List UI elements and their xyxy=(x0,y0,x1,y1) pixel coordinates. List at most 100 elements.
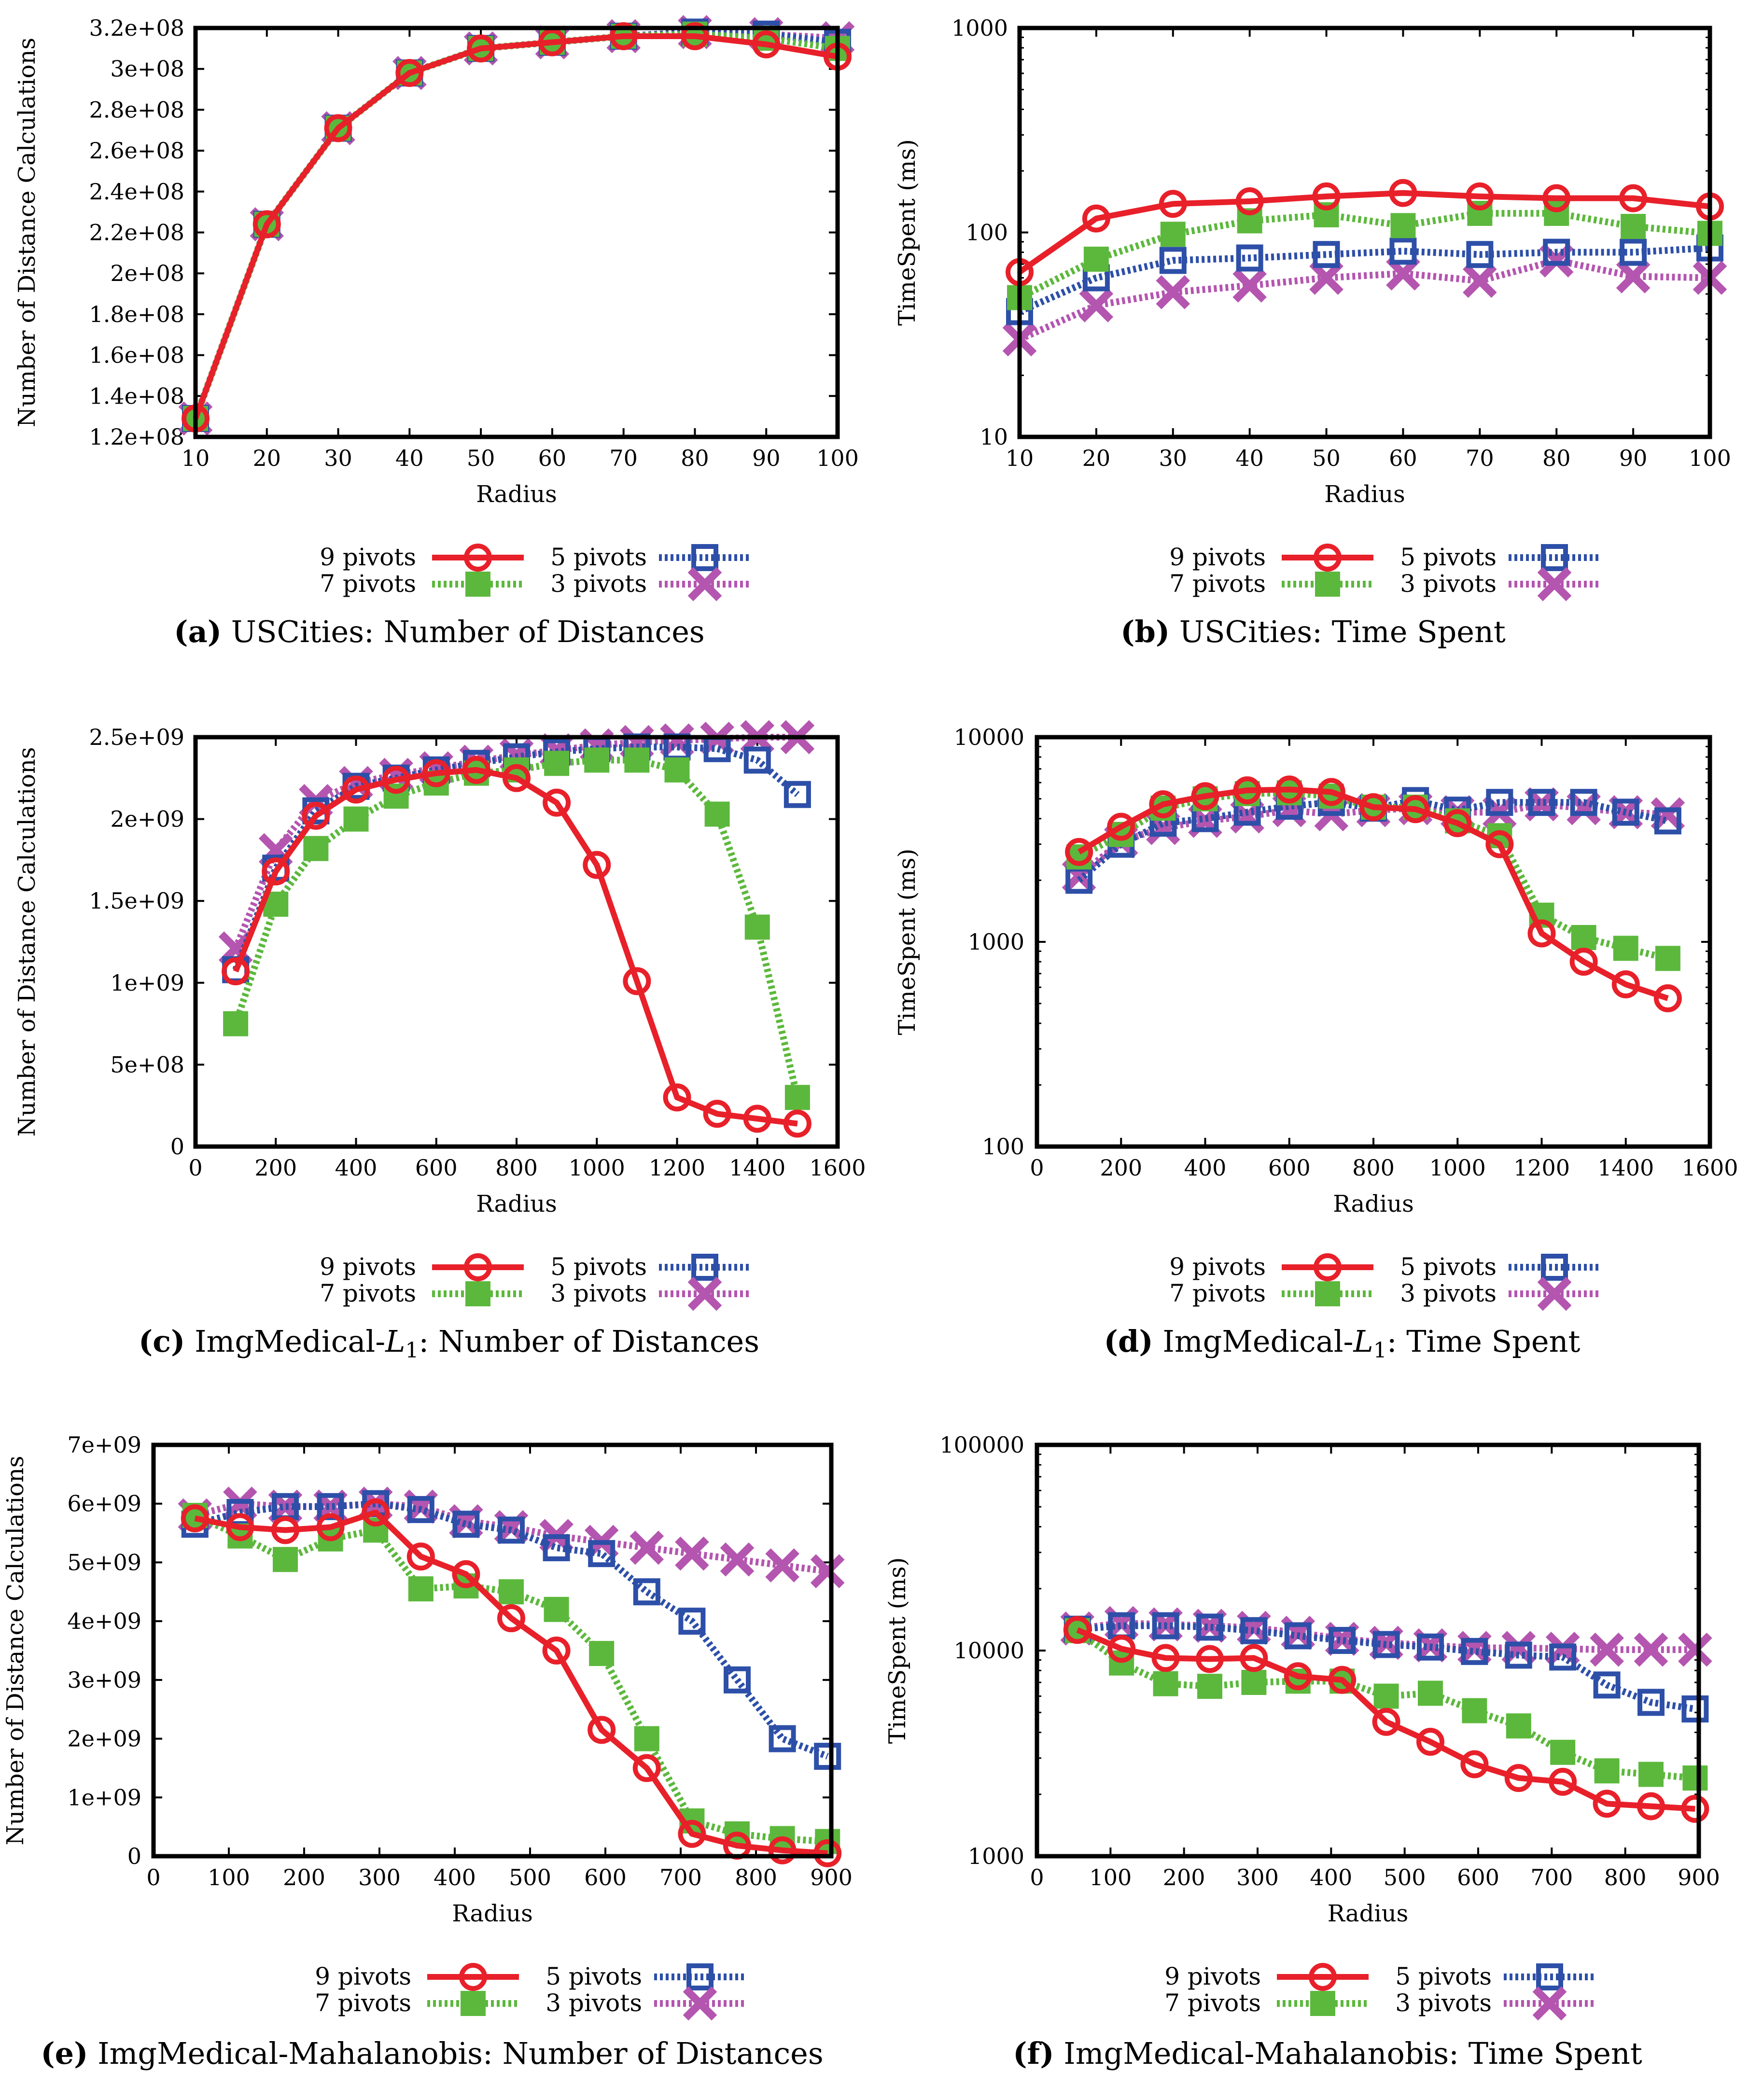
data-point xyxy=(1594,1758,1620,1784)
y-tick-label: 2.6e+08 xyxy=(89,138,184,164)
data-point xyxy=(1681,1695,1709,1722)
data-point xyxy=(783,1109,812,1138)
series-line xyxy=(232,756,801,1098)
legend-marker xyxy=(686,1963,714,1990)
data-point xyxy=(1637,1689,1665,1716)
x-tick-label: 1000 xyxy=(569,1155,625,1181)
data-point xyxy=(1527,919,1556,948)
x-tick-label: 50 xyxy=(1312,445,1341,471)
caption-letter: (c) xyxy=(139,1324,185,1359)
data-point xyxy=(588,1540,616,1568)
legend-marker xyxy=(465,572,490,597)
x-tick-label: 70 xyxy=(609,445,638,471)
data-point xyxy=(226,1513,254,1541)
x-tick-label: 1600 xyxy=(1681,1155,1738,1181)
data-point xyxy=(1654,807,1681,835)
data-point xyxy=(1416,1728,1444,1756)
y-tick-label: 10000 xyxy=(954,724,1024,750)
legend-entry-9-pivots: 9 pivots xyxy=(320,543,524,572)
data-point xyxy=(1616,259,1651,294)
data-point xyxy=(358,1486,393,1521)
legend-marker xyxy=(691,544,718,571)
x-axis-label: Radius xyxy=(476,481,557,508)
data-point xyxy=(784,781,811,808)
caption-text: ImgMedical-Mahalanobis: Number of Distan… xyxy=(88,2036,823,2071)
data-point xyxy=(678,1820,706,1848)
y-axis-label: Number of Distance Calculations xyxy=(14,747,41,1136)
data-point xyxy=(609,22,638,50)
data-point xyxy=(324,114,352,142)
data-point xyxy=(1149,790,1177,819)
x-tick-label: 100 xyxy=(208,1864,250,1890)
data-point xyxy=(1504,1764,1533,1792)
legend-label: 7 pivots xyxy=(320,1279,416,1307)
x-tick-label: 10 xyxy=(1006,445,1034,471)
legend-marker xyxy=(1309,1963,1337,1991)
data-point xyxy=(1593,1790,1621,1818)
x-tick-label: 90 xyxy=(1619,445,1648,471)
data-point xyxy=(407,1496,434,1523)
legend-entry-9-pivots: 9 pivots xyxy=(1164,1962,1369,1991)
series-line xyxy=(192,28,838,420)
data-point xyxy=(1460,1750,1489,1778)
data-point xyxy=(1570,789,1597,816)
y-tick-label: 100 xyxy=(965,220,1008,246)
legend-label: 3 pivots xyxy=(550,1279,647,1307)
data-point xyxy=(497,1604,525,1633)
caption-text: USCities: Number of Distances xyxy=(222,614,705,649)
data-point xyxy=(1611,970,1640,999)
series-5-pivots xyxy=(1063,1612,1709,1722)
data-point xyxy=(588,1716,616,1744)
data-point xyxy=(1309,261,1343,295)
x-tick-label: 1400 xyxy=(729,1155,785,1181)
x-tick-label: 500 xyxy=(1384,1864,1426,1890)
legend-label: 9 pivots xyxy=(320,543,416,571)
x-tick-label: 500 xyxy=(509,1864,551,1890)
legend-label: 3 pivots xyxy=(1400,1279,1497,1307)
x-tick-label: 600 xyxy=(415,1155,458,1181)
x-tick-label: 200 xyxy=(254,1155,297,1181)
data-point xyxy=(452,1511,480,1538)
legend-label: 7 pivots xyxy=(315,1989,411,2017)
x-tick-label: 20 xyxy=(1082,445,1111,471)
y-tick-label: 1.5e+09 xyxy=(89,888,184,914)
legend-label: 7 pivots xyxy=(1164,1989,1261,2017)
y-tick-label: 1000 xyxy=(968,1843,1024,1869)
x-tick-label: 900 xyxy=(1678,1864,1720,1890)
data-point xyxy=(1590,1632,1624,1667)
series-9-pivots xyxy=(1063,1616,1709,1823)
data-point xyxy=(222,957,250,986)
data-point xyxy=(1462,1698,1487,1723)
x-tick-label: 800 xyxy=(1604,1864,1647,1890)
data-point xyxy=(1569,948,1598,976)
series-9-pivots xyxy=(222,756,812,1138)
y-tick-label: 3e+09 xyxy=(67,1667,141,1693)
data-point xyxy=(1240,1644,1268,1672)
x-tick-label: 80 xyxy=(681,445,709,471)
x-tick-label: 60 xyxy=(1389,445,1417,471)
legend-label: 3 pivots xyxy=(1395,1989,1492,2017)
x-tick-label: 1400 xyxy=(1597,1155,1654,1181)
data-point xyxy=(1549,1767,1577,1796)
data-point xyxy=(1372,1708,1400,1736)
series-line xyxy=(194,1509,828,1856)
x-tick-label: 0 xyxy=(146,1864,160,1890)
x-tick-label: 400 xyxy=(335,1155,378,1181)
data-point xyxy=(1079,288,1114,322)
data-point xyxy=(1197,1674,1222,1699)
series-line xyxy=(194,1500,829,1760)
legend-label: 9 pivots xyxy=(1169,1253,1266,1281)
data-point xyxy=(1416,1633,1444,1661)
y-tick-label: 2e+09 xyxy=(110,806,184,832)
x-tick-label: 30 xyxy=(324,445,352,471)
legend-marker xyxy=(1310,1991,1335,2016)
chart-a: 10 20 30 40 50 60 70 80 90 100 1.2e+08 1.4e+08 1.6e+… xyxy=(14,15,859,649)
caption-letter: (d) xyxy=(1104,1324,1153,1359)
x-tick-label: 1200 xyxy=(1513,1155,1570,1181)
data-point xyxy=(271,1516,299,1544)
x-axis-label: Radius xyxy=(476,1190,557,1218)
data-point xyxy=(1359,793,1387,822)
data-point xyxy=(1284,1662,1312,1691)
chart-c: 0 200 400 600 800 1000 1200 1400 1600 0 5e+08 1e+09… xyxy=(14,720,866,1363)
data-point xyxy=(1463,264,1497,298)
